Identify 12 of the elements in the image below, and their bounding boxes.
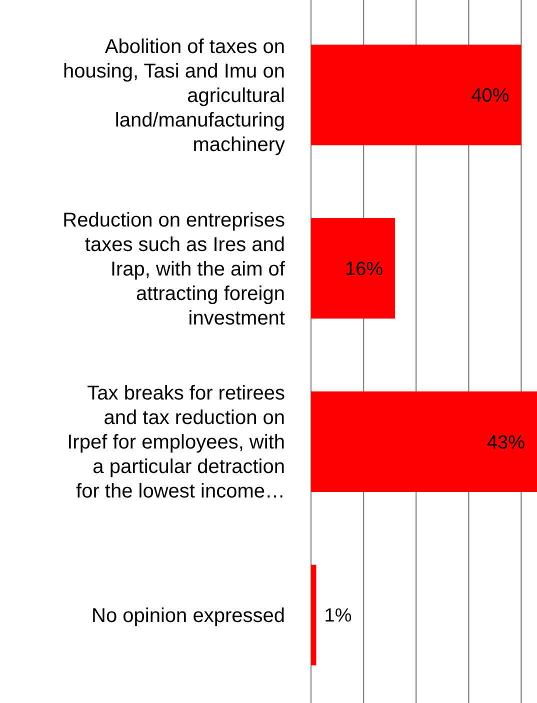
bar	[311, 564, 316, 666]
bar	[311, 218, 396, 319]
data-label: 43%	[486, 432, 526, 454]
bar	[311, 44, 522, 146]
y-tick-label: Abolition of taxes on housing, Tasi and Imu on agricultural land/manufacturing machinery	[62, 36, 285, 156]
y-tick-label: No opinion expressed	[92, 605, 285, 628]
y-tick-label: Reduction on entreprises taxes such as Ires and Irap, with the aim of attracting foreign investment	[62, 209, 286, 330]
data-label: 1%	[324, 606, 352, 627]
y-tick-label: Tax breaks for retirees and tax reduction on Irpef for employees, with a particular detraction for the lowest income…	[67, 382, 285, 503]
data-label: 40%	[471, 86, 510, 107]
data-label: 16%	[345, 258, 384, 280]
bar	[311, 391, 537, 492]
